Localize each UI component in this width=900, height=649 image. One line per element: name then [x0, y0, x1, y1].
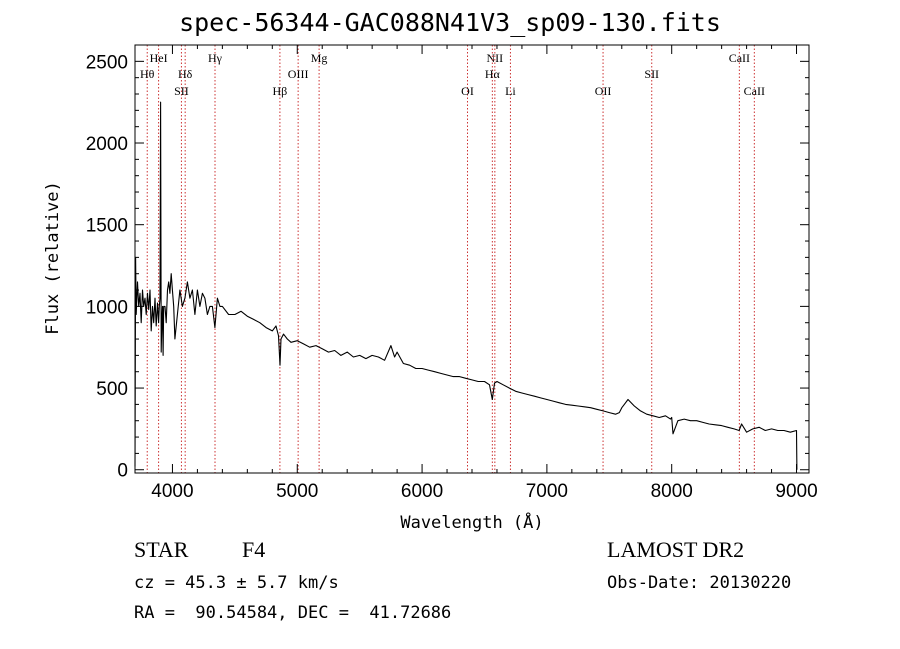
line-marker-label-8: OI [461, 84, 474, 98]
x-tick-label-0: 4000 [151, 481, 193, 502]
line-marker-label-11: Li [505, 84, 516, 98]
y-axis-label: Flux (relative) [43, 181, 63, 335]
x-tick-label-4: 8000 [651, 481, 693, 502]
plot-axes [134, 44, 810, 474]
chart-title: spec-56344-GAC088N41V3_sp09-130.fits [179, 8, 721, 37]
line-marker-label-6: OIII [288, 67, 309, 81]
y-tick-label-5: 2500 [86, 52, 128, 73]
y-tick-label-1: 500 [96, 379, 128, 400]
y-tick-label-2: 1000 [86, 297, 128, 318]
line-marker-label-12: OII [595, 84, 612, 98]
survey-name: LAMOST DR2 [607, 537, 745, 562]
line-marker-label-10: Hα [485, 67, 501, 81]
line-marker-label-5: Hβ [273, 84, 288, 98]
x-tick-label-5: 9000 [775, 481, 817, 502]
axis-ticks: 4000 5000 6000 7000 8000 9000 0 500 1000 1500 2000… [86, 45, 818, 502]
line-marker-label-7: Mg [311, 51, 328, 65]
line-marker-label-4: Hγ [208, 51, 223, 65]
coordinates: RA = 90.54584, DEC = 41.72686 [134, 603, 452, 623]
line-marker-label-1: HeI [150, 51, 168, 65]
x-tick-label-3: 7000 [526, 481, 568, 502]
plot-frame [134, 44, 810, 474]
spectrum-line-0 [134, 101, 798, 470]
x-tick-label-2: 6000 [401, 481, 443, 502]
x-tick-label-1: 5000 [276, 481, 318, 502]
line-marker-label-3: SII [174, 84, 189, 98]
redshift-velocity: cz = 45.3 ± 5.7 km/s [134, 573, 339, 593]
spectrum-series [134, 101, 798, 470]
object-class: STAR [134, 537, 189, 562]
y-tick-label-0: 0 [117, 461, 128, 482]
x-axis-label: Wavelength (Å) [400, 511, 543, 533]
object-subclass: F4 [242, 537, 266, 562]
line-marker-label-15: CaII [744, 84, 765, 98]
line-marker-label-14: CaII [729, 51, 750, 65]
line-marker-label-13: SII [644, 67, 659, 81]
y-tick-label-4: 2000 [86, 134, 128, 155]
line-marker-label-0: Hθ [140, 67, 155, 81]
line-marker-label-9: NII [487, 51, 504, 65]
line-marker-label-2: Hδ [178, 67, 193, 81]
y-tick-label-3: 1500 [86, 216, 128, 237]
observation-date: Obs-Date: 20130220 [607, 573, 792, 593]
